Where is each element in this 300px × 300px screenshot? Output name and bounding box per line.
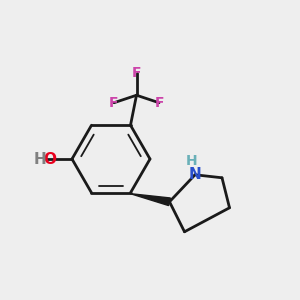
Text: O: O bbox=[44, 152, 57, 166]
Text: H: H bbox=[34, 152, 46, 166]
Text: F: F bbox=[132, 66, 141, 80]
Text: F: F bbox=[109, 96, 119, 110]
Text: H: H bbox=[186, 154, 198, 168]
Text: F: F bbox=[154, 96, 164, 110]
Text: N: N bbox=[189, 167, 201, 182]
Polygon shape bbox=[130, 194, 170, 206]
